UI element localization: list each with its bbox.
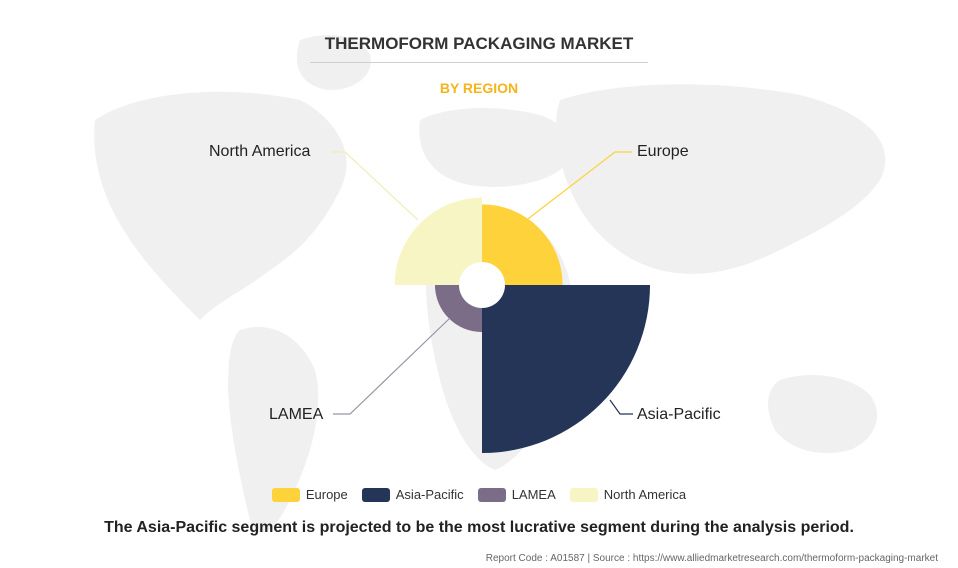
legend-label-lamea: LAMEA	[511, 487, 556, 502]
callout-label-europe: Europe	[637, 143, 689, 160]
legend-item-lamea: LAMEA	[477, 487, 556, 502]
callout-label-asia-pacific: Asia-Pacific	[637, 406, 721, 423]
pie-slice-north-america	[394, 197, 482, 285]
callout-line-asia-pacific	[609, 399, 633, 415]
legend-label-asia-pacific: Asia-Pacific	[395, 487, 464, 502]
callout-lines	[332, 151, 633, 415]
legend-label-north-america: North America	[603, 487, 687, 502]
chart-caption: The Asia-Pacific segment is projected to…	[104, 519, 854, 536]
legend-swatch-asia-pacific	[361, 487, 390, 502]
chart-legend: Europe Asia-Pacific LAMEA North America	[0, 487, 958, 502]
pie-slice-europe	[482, 204, 563, 285]
title-divider	[310, 62, 648, 63]
pie-slice-asia-pacific	[482, 285, 650, 453]
report-source: Report Code : A01587 | Source : https://…	[485, 553, 938, 564]
pie-center-hole	[459, 262, 505, 308]
chart-subtitle: BY REGION	[439, 80, 519, 96]
chart-title: THERMOFORM PACKAGING MARKET	[324, 34, 634, 53]
legend-item-europe: Europe	[271, 487, 348, 502]
callout-line-europe	[519, 151, 632, 226]
legend-label-europe: Europe	[305, 487, 348, 502]
callout-line-north-america	[332, 151, 419, 221]
legend-swatch-north-america	[569, 487, 598, 502]
legend-item-asia-pacific: Asia-Pacific	[361, 487, 464, 502]
callout-line-lamea	[333, 317, 451, 415]
legend-swatch-europe	[271, 487, 300, 502]
legend-swatch-lamea	[477, 487, 506, 502]
callout-label-north-america: North America	[209, 143, 311, 160]
pie-chart	[394, 197, 650, 453]
callout-label-lamea: LAMEA	[269, 406, 324, 423]
legend-item-north-america: North America	[569, 487, 687, 502]
